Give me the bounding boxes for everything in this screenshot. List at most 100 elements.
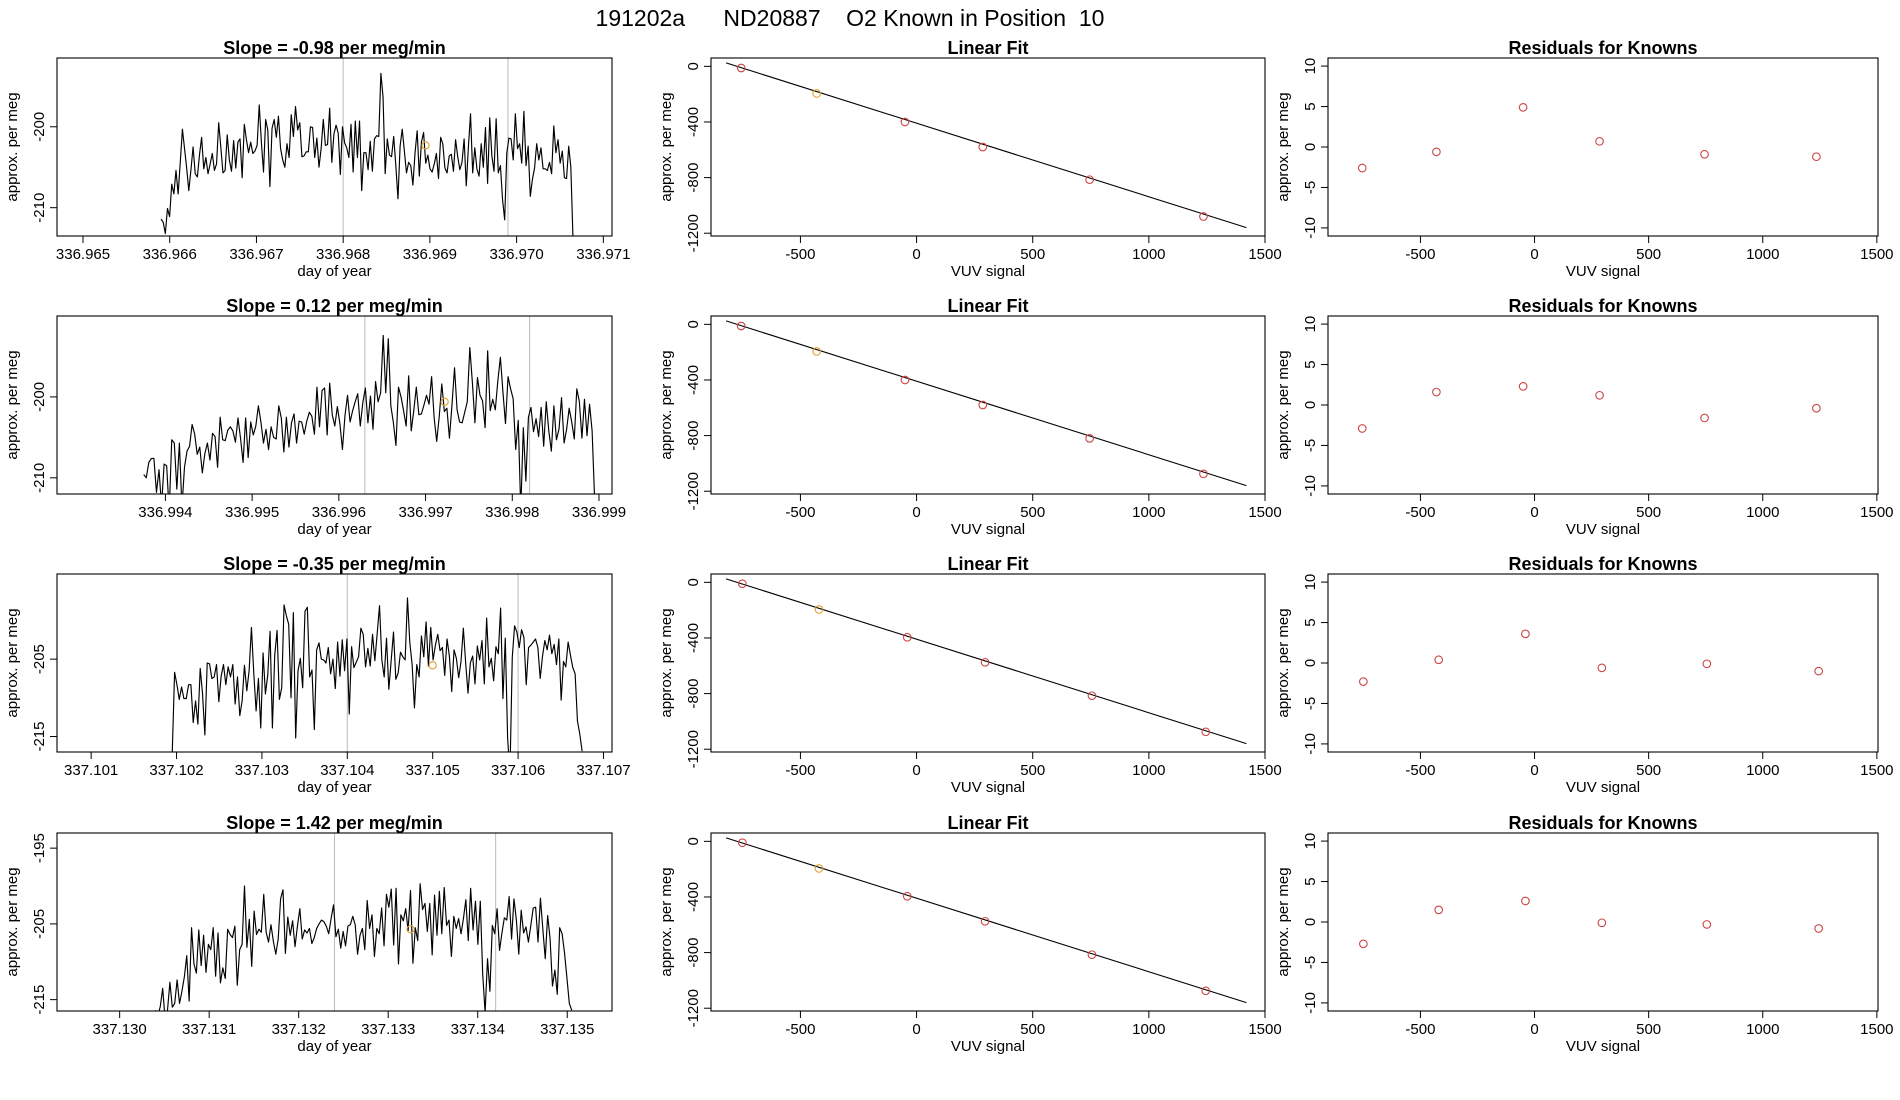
- known-point-marker: [421, 141, 430, 150]
- plot-frame: [710, 573, 1266, 753]
- fit-line: [725, 837, 1247, 1004]
- x-tick-label: 0: [912, 504, 920, 521]
- x-tick-label: 337.104: [320, 762, 374, 779]
- data-point: [1087, 950, 1097, 960]
- data-point: [978, 142, 988, 152]
- x-axis-label: VUV signal: [1566, 1038, 1640, 1055]
- y-axis-label: approx. per meg: [658, 867, 675, 976]
- data-point: [1812, 403, 1821, 413]
- x-tick-label: 0: [912, 246, 920, 263]
- data-point: [902, 891, 912, 901]
- x-tick-label: 336.966: [143, 246, 197, 263]
- x-tick-label: 337.101: [64, 762, 118, 779]
- fit-line: [725, 578, 1247, 745]
- data-point: [1518, 382, 1528, 391]
- data-point: [1521, 896, 1530, 906]
- x-tick-label: 500: [1636, 762, 1661, 779]
- plot-area: [1357, 382, 1821, 433]
- data-point: [1434, 655, 1444, 665]
- y-tick-label: -5: [1302, 181, 1319, 194]
- plot-frame: [710, 832, 1266, 1012]
- x-tick-label: -500: [785, 504, 815, 521]
- panel-r1-timeseries: Slope = -0.98 per meg/min 336.965 336.966 3…: [4, 38, 630, 280]
- data-point: [1595, 136, 1604, 146]
- data-point: [1432, 387, 1441, 397]
- panel-title: Residuals for Knowns: [1508, 554, 1697, 574]
- plot-frame: [710, 57, 1266, 237]
- known-point-marker: [812, 347, 822, 356]
- panel-title: Residuals for Knowns: [1508, 813, 1697, 833]
- y-tick-label: 10: [1302, 574, 1319, 591]
- plot-area: [154, 833, 573, 1011]
- x-tick-label: 1000: [1132, 1021, 1165, 1038]
- y-axis-label: approx. per meg: [1275, 350, 1292, 459]
- data-point: [1087, 691, 1097, 701]
- x-tick-label: 336.999: [572, 504, 626, 521]
- data-point: [1199, 212, 1208, 221]
- y-tick-label: -5: [1302, 956, 1319, 969]
- x-tick-label: 336.994: [138, 504, 192, 521]
- data-point: [1201, 986, 1211, 996]
- y-axis-label: approx. per meg: [4, 867, 21, 976]
- x-axis-label: day of year: [297, 521, 371, 538]
- panel-title: Slope = 0.12 per meg/min: [226, 296, 443, 316]
- x-tick-label: 336.969: [403, 246, 457, 263]
- data-point: [980, 657, 990, 667]
- y-tick-label: -210: [31, 463, 48, 493]
- y-tick-label: -205: [31, 909, 48, 939]
- data-point: [738, 579, 747, 589]
- y-axis-label: approx. per meg: [4, 608, 21, 717]
- data-point: [1085, 434, 1094, 443]
- series-trace: [143, 334, 595, 494]
- panel-title: Slope = 1.42 per meg/min: [226, 813, 443, 833]
- x-tick-label: 337.134: [451, 1021, 505, 1038]
- x-tick-label: 500: [1020, 504, 1045, 521]
- x-tick-label: 1500: [1248, 1021, 1281, 1038]
- panel-title: Residuals for Knowns: [1508, 296, 1697, 316]
- data-point: [1521, 629, 1530, 639]
- x-tick-label: 1500: [1248, 762, 1281, 779]
- x-tick-label: 1500: [1860, 762, 1893, 779]
- plot-frame: [56, 573, 613, 753]
- y-tick-label: -800: [685, 163, 702, 193]
- data-point: [1700, 149, 1709, 159]
- x-tick-label: 337.106: [491, 762, 545, 779]
- data-point: [902, 632, 912, 642]
- y-tick-label: -10: [1302, 475, 1319, 497]
- x-tick-label: 337.131: [182, 1021, 236, 1038]
- y-tick-label: -10: [1302, 733, 1319, 755]
- panel-r4-linear_fit: Linear Fit -500 0 500 1000 1500 0 -400 -800 -1200…: [658, 813, 1282, 1055]
- data-point: [1201, 727, 1211, 737]
- x-tick-label: -500: [1405, 246, 1435, 263]
- data-point: [1814, 924, 1824, 933]
- plot-frame: [1327, 57, 1879, 237]
- y-tick-label: 10: [1302, 316, 1319, 333]
- plot-frame: [1327, 573, 1879, 753]
- x-tick-label: 337.103: [235, 762, 289, 779]
- y-tick-label: -200: [31, 112, 48, 142]
- plot-frame: [56, 57, 613, 237]
- y-tick-label: 0: [1302, 401, 1319, 409]
- x-tick-label: -500: [1405, 1021, 1435, 1038]
- data-point: [1357, 163, 1367, 173]
- known-point-marker: [406, 925, 415, 934]
- x-tick-label: 1500: [1860, 504, 1893, 521]
- x-tick-label: 336.998: [485, 504, 539, 521]
- data-point: [900, 375, 910, 385]
- x-tick-label: 500: [1636, 246, 1661, 263]
- x-tick-label: 336.996: [312, 504, 366, 521]
- y-tick-label: -1200: [685, 989, 702, 1027]
- y-axis-label: approx. per meg: [1275, 92, 1292, 201]
- data-point: [1432, 147, 1441, 157]
- data-point: [1085, 175, 1094, 185]
- panel-title: Residuals for Knowns: [1508, 38, 1697, 58]
- x-tick-label: 1000: [1746, 504, 1779, 521]
- data-point: [1434, 905, 1444, 915]
- x-tick-label: 337.132: [272, 1021, 326, 1038]
- data-point: [1700, 413, 1709, 423]
- data-point: [1199, 469, 1208, 479]
- y-tick-label: 0: [685, 578, 702, 586]
- y-tick-label: 5: [1302, 877, 1319, 885]
- x-tick-label: 336.997: [398, 504, 452, 521]
- x-axis-label: day of year: [297, 263, 371, 280]
